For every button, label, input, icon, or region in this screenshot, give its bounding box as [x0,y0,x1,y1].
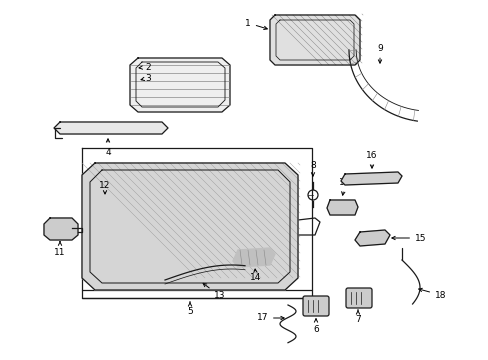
Text: 7: 7 [354,310,360,324]
Polygon shape [82,163,297,290]
Polygon shape [232,248,274,267]
Polygon shape [269,15,359,65]
Text: 15: 15 [391,234,426,243]
Polygon shape [54,122,168,134]
Polygon shape [326,200,357,215]
Text: 18: 18 [418,288,446,300]
FancyBboxPatch shape [346,288,371,308]
Text: 3: 3 [141,73,151,82]
Text: 10: 10 [339,177,350,195]
Polygon shape [340,172,401,185]
Text: 5: 5 [187,302,192,316]
Polygon shape [354,230,389,246]
Text: 13: 13 [203,283,225,301]
FancyBboxPatch shape [303,296,328,316]
Polygon shape [130,58,229,112]
Text: 1: 1 [244,18,267,30]
Text: 16: 16 [366,150,377,168]
Text: 8: 8 [309,161,315,176]
Text: 17: 17 [256,314,284,323]
Text: 6: 6 [312,319,318,334]
Text: 12: 12 [99,180,110,194]
Text: 2: 2 [139,63,150,72]
Polygon shape [44,218,78,240]
Text: 4: 4 [105,139,111,157]
Text: 14: 14 [250,269,261,283]
Text: 11: 11 [54,242,65,257]
Text: 9: 9 [376,44,382,63]
